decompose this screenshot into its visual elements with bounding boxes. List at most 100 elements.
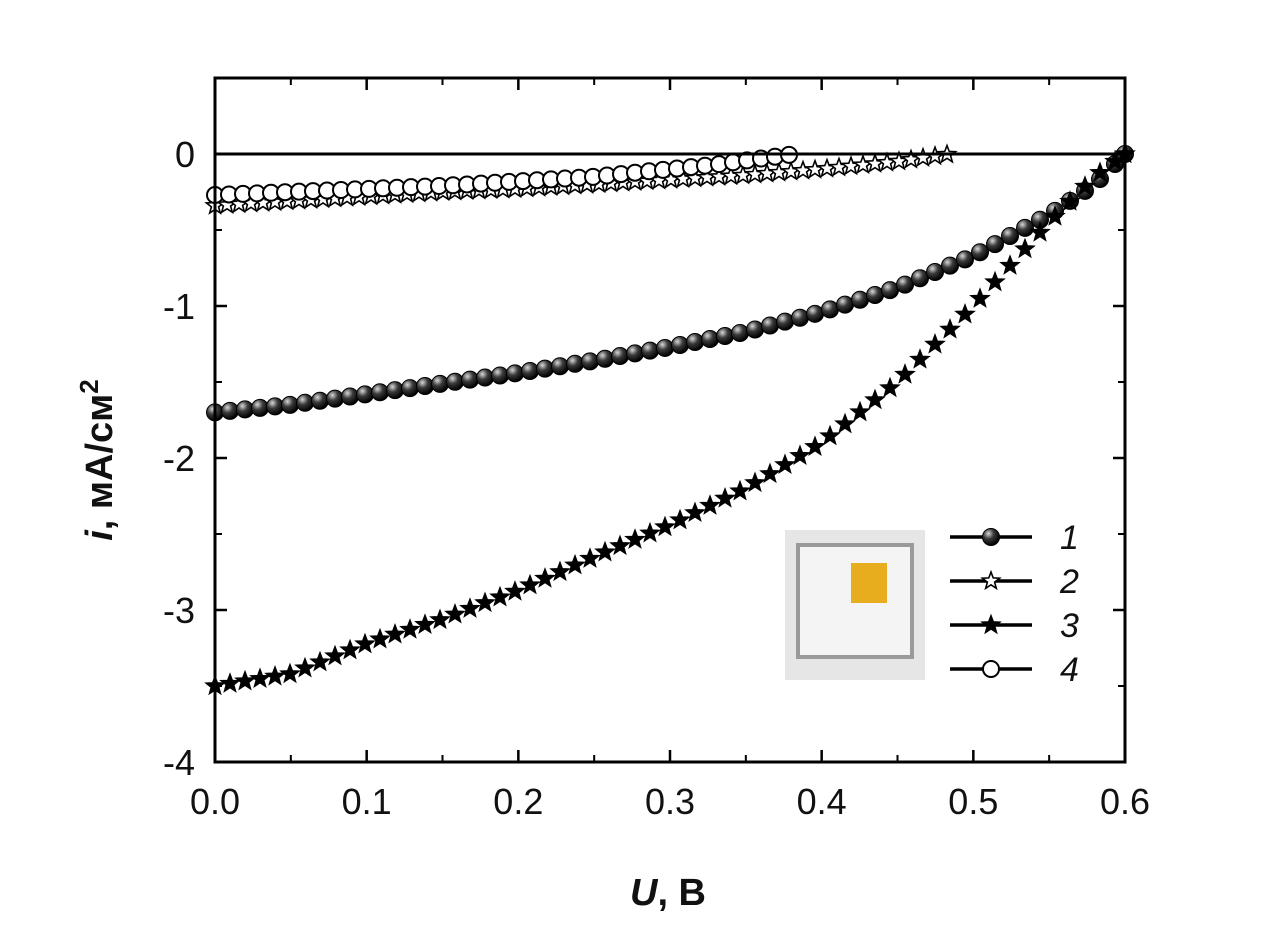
series-3-point — [459, 597, 481, 618]
series-2-point — [840, 155, 862, 176]
series-3-point — [669, 508, 691, 530]
x-tick-label: 0.5 — [948, 781, 998, 822]
series-1-point — [296, 393, 314, 412]
series-3-point — [324, 644, 346, 666]
legend: 1 2 3 4 — [950, 519, 1079, 689]
series-1-point — [941, 256, 959, 275]
series-3-point — [414, 613, 436, 634]
legend-item-1: 1 — [950, 519, 1079, 557]
series-1-point — [386, 381, 404, 400]
series-1-point — [311, 391, 329, 410]
series-1-point — [1016, 218, 1034, 237]
legend-label: 1 — [1060, 519, 1079, 557]
y-axis-unit-exponent: 2 — [74, 379, 104, 393]
legend-item-3: 3 — [950, 607, 1079, 645]
series-3-point — [579, 547, 601, 568]
series-3-point — [804, 435, 826, 457]
legend-marker — [980, 569, 1002, 591]
inset-sample-square — [851, 563, 887, 603]
y-tick-label: 0 — [175, 134, 195, 175]
legend-marker — [982, 660, 1000, 678]
series-2-point — [852, 153, 874, 175]
series-3-point — [399, 618, 421, 639]
series-1-point — [611, 347, 629, 366]
series-3-point — [819, 424, 841, 446]
series-3-point — [909, 348, 931, 369]
series-1-point — [566, 354, 584, 373]
series-1-point — [581, 352, 599, 371]
legend-label: 2 — [1059, 563, 1079, 601]
series-3-point — [444, 602, 466, 624]
series-3-point — [864, 388, 886, 410]
y-axis-title: i, мА/см2 — [74, 379, 121, 541]
series-1-point — [926, 262, 944, 281]
series-3-point — [429, 608, 451, 630]
series-3-point — [369, 627, 391, 649]
series-3-point — [549, 560, 571, 582]
series-3-point — [504, 580, 526, 601]
series-1-point — [701, 330, 719, 349]
series-1-point — [851, 290, 869, 309]
x-tick-label: 0.4 — [797, 781, 847, 822]
series-1-point — [596, 349, 614, 368]
series-3-point — [684, 501, 706, 523]
series-3-point — [939, 317, 961, 339]
series-1-point — [761, 316, 779, 335]
series-1-point — [521, 362, 539, 381]
series-3-point — [879, 376, 901, 398]
series-3-point — [1044, 205, 1066, 226]
series-1-point — [221, 401, 239, 420]
series-1-point — [461, 370, 479, 389]
series-4 — [206, 145, 798, 205]
series-1-point — [476, 368, 494, 387]
series-1-point — [866, 285, 884, 304]
series-2-point — [864, 152, 886, 173]
series-3-point — [999, 254, 1021, 275]
series-1-point — [971, 243, 989, 262]
series-1-point — [881, 281, 899, 300]
series-3-point — [534, 567, 556, 588]
series-3-point — [774, 453, 796, 475]
series-3-point — [384, 622, 406, 644]
x-tick-label: 0.6 — [1100, 781, 1150, 822]
series-1-point — [626, 344, 644, 363]
series-1-point — [341, 387, 359, 406]
y-axis-variable: i — [79, 529, 121, 541]
series-1-point — [641, 341, 659, 360]
legend-marker — [982, 528, 1000, 546]
series-3-point — [309, 650, 331, 672]
axes: 0.0 0.1 0.2 0.3 0.4 0.5 0.6 0 -1 -2 -3 -4 — [163, 76, 1150, 822]
series-3-point — [354, 632, 376, 654]
series-3-point — [729, 479, 751, 501]
series-1-point — [236, 400, 254, 419]
series-1-point — [671, 336, 689, 355]
series-3-point — [969, 287, 991, 308]
series-3-point — [654, 515, 676, 537]
series-1-point — [371, 383, 389, 402]
series-1-point — [746, 320, 764, 339]
axis-titles: U, В i, мА/см2 — [74, 379, 706, 914]
series-3-point — [219, 672, 241, 693]
series-3-point — [954, 302, 976, 324]
legend-label: 3 — [1060, 607, 1079, 645]
series-3-point — [609, 534, 631, 556]
series-3-point — [249, 667, 271, 689]
x-tick-label: 0.1 — [342, 781, 392, 822]
series-2-point — [876, 151, 898, 172]
sample-photo-inset — [785, 530, 925, 680]
series-1-point — [986, 235, 1004, 254]
plot-marks — [204, 142, 1136, 696]
y-tick-label: -3 — [163, 590, 195, 631]
series-1-point — [356, 385, 374, 404]
legend-item-2: 2 — [950, 563, 1079, 601]
x-axis-unit: , В — [657, 872, 706, 914]
series-3-point — [474, 591, 496, 613]
series-1-point — [656, 338, 674, 357]
y-tick-label: -2 — [163, 438, 195, 479]
series-1-point — [956, 250, 974, 269]
series-1-point — [911, 269, 929, 288]
series-3-point — [699, 494, 721, 515]
series-3-point — [264, 664, 286, 686]
series-1-point — [731, 324, 749, 343]
